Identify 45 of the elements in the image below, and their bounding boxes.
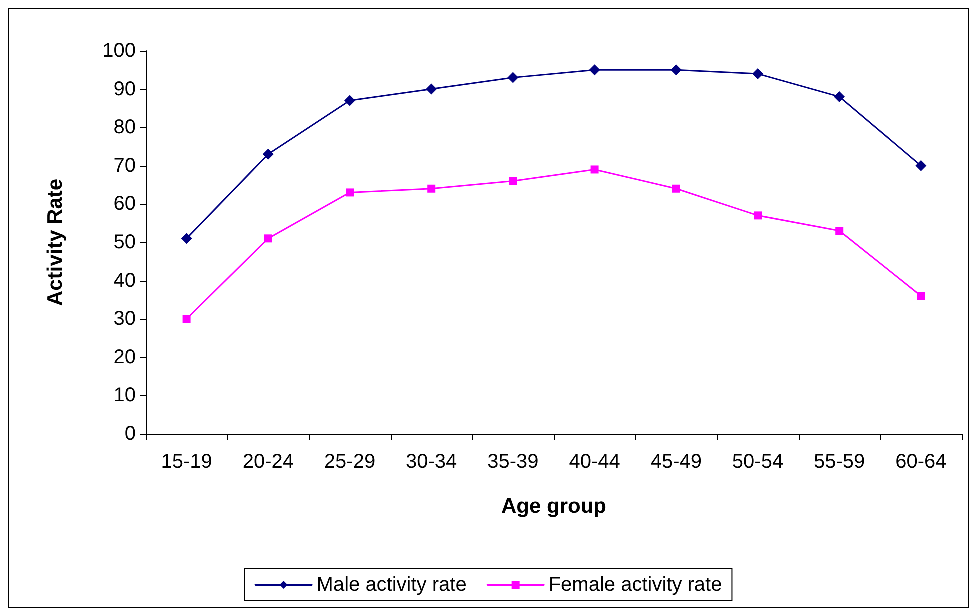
point bbox=[346, 188, 354, 197]
x-tick-label: 60-64 bbox=[896, 451, 947, 473]
y-tick-label: 20 bbox=[114, 346, 136, 368]
x-tick-label: 40-44 bbox=[569, 451, 620, 473]
legend-label: Male activity rate bbox=[316, 574, 467, 596]
point bbox=[836, 227, 844, 236]
point bbox=[426, 84, 438, 95]
y-tick-label: 70 bbox=[114, 154, 136, 177]
point bbox=[590, 166, 599, 174]
x-tick-label: 25-29 bbox=[324, 451, 376, 473]
y-tick-label: 10 bbox=[114, 384, 136, 407]
x-tick-label: 55-59 bbox=[814, 451, 866, 473]
x-tick-label: 15-19 bbox=[161, 451, 212, 473]
x-tick-label: 50-54 bbox=[732, 451, 784, 473]
point bbox=[670, 64, 682, 76]
point bbox=[181, 233, 192, 244]
point bbox=[754, 212, 762, 220]
point bbox=[428, 184, 436, 193]
x-axis-title: Age group bbox=[502, 495, 606, 518]
point bbox=[508, 72, 519, 84]
point bbox=[182, 315, 191, 324]
y-axis-title: Activity Rate bbox=[44, 178, 67, 306]
x-tick-label: 35-39 bbox=[488, 451, 539, 473]
point bbox=[916, 160, 927, 172]
point bbox=[917, 292, 926, 300]
y-tick-label: 40 bbox=[114, 270, 136, 292]
point bbox=[264, 234, 272, 243]
point bbox=[262, 148, 274, 160]
point bbox=[672, 184, 680, 193]
y-tick-label: 100 bbox=[102, 40, 136, 62]
point bbox=[752, 68, 764, 80]
y-tick-label: 0 bbox=[124, 423, 136, 445]
y-tick-label: 80 bbox=[114, 116, 136, 139]
point bbox=[344, 95, 356, 106]
y-tick-label: 90 bbox=[114, 78, 136, 100]
point bbox=[589, 64, 600, 76]
point bbox=[834, 91, 846, 102]
y-tick-label: 30 bbox=[114, 308, 136, 330]
y-tick-label: 50 bbox=[114, 232, 136, 254]
x-tick-label: 20-24 bbox=[242, 451, 294, 473]
x-tick-label: 30-34 bbox=[406, 451, 458, 473]
y-tick-label: 60 bbox=[114, 193, 136, 216]
x-tick-label: 45-49 bbox=[650, 451, 702, 473]
point bbox=[509, 177, 518, 186]
legend-label: Female activity rate bbox=[548, 574, 722, 596]
